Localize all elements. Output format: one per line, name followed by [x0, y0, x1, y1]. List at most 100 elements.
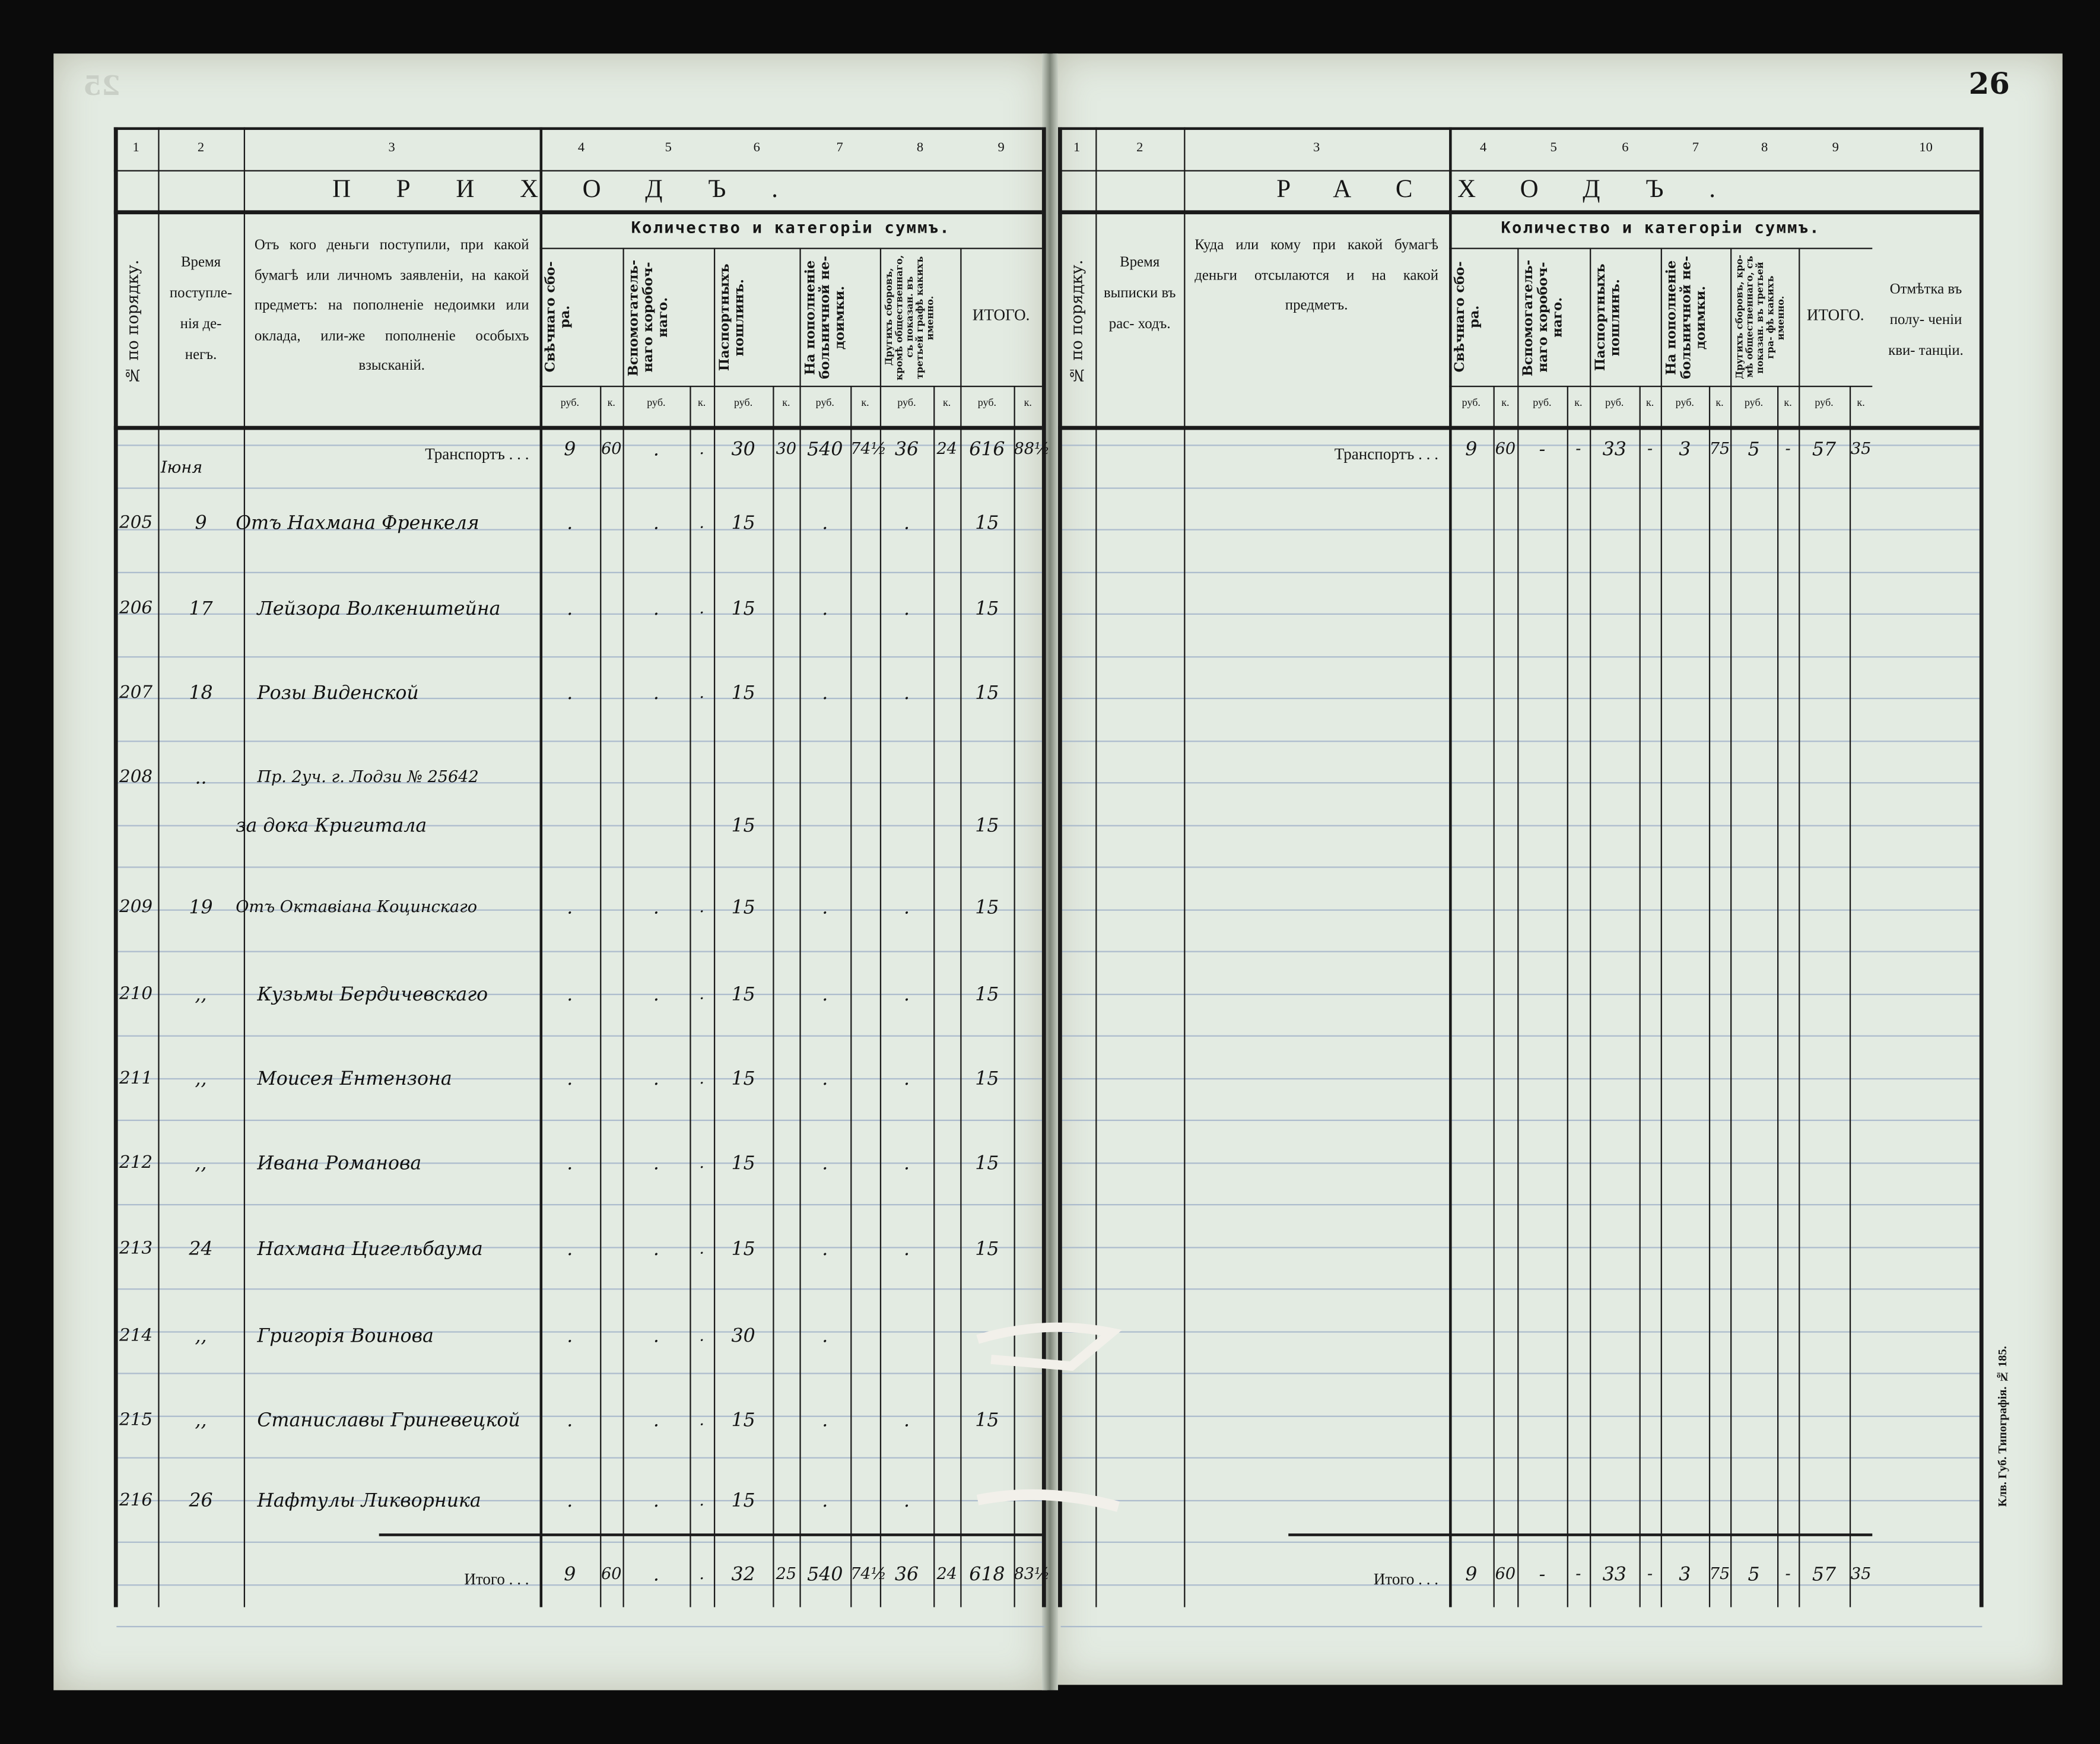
row-divider [1058, 425, 1980, 430]
transport-value-kop: - [1575, 439, 1581, 458]
total-value-kop: . [699, 1564, 704, 1583]
unit-kop: к. [943, 396, 951, 409]
column-number: 9 [1832, 140, 1839, 155]
total-value-rub: - [1539, 1564, 1546, 1586]
month-label: Іюня [160, 458, 203, 477]
header-category: Паспортныхъ пошлинъ. [717, 263, 748, 371]
entry-name: Розы Виденской [257, 683, 419, 705]
header-category: На пополненіе больничной не- доимки. [1664, 256, 1709, 379]
unit-kop: к. [1024, 396, 1032, 409]
unit-kop: к. [1501, 396, 1510, 409]
ruled-line [116, 1457, 1045, 1459]
entry-value-rub: 15 [975, 897, 999, 919]
ruled-line [116, 951, 1045, 952]
transport-value-rub: 3 [1679, 439, 1691, 461]
entry-value-rub: . [567, 598, 573, 620]
column-divider [1799, 247, 1800, 1608]
column-divider [1095, 127, 1097, 1608]
column-divider [243, 127, 246, 1608]
unit-rub: руб. [647, 396, 666, 409]
column-divider [1777, 386, 1779, 1608]
ruled-line [1060, 1161, 1983, 1164]
transport-value-rub: . [653, 439, 659, 461]
transport-value-rub: 9 [564, 439, 576, 461]
entry-value-rub: . [822, 1326, 828, 1348]
row-divider [1058, 170, 1980, 171]
entry-value-kop: . [699, 984, 704, 1003]
entry-value-rub: . [567, 1410, 573, 1432]
transport-value-kop: 74½ [850, 439, 887, 458]
column-divider [960, 247, 962, 1608]
unit-kop: к. [1784, 396, 1792, 409]
entry-value-rub: 15 [731, 1153, 755, 1175]
ruled-line [116, 1288, 1045, 1290]
ruled-line [116, 487, 1045, 488]
entry-date: 26 [189, 1491, 213, 1513]
header-category: Другихъ сборовъ, кромѣ общественнаго, съ… [882, 255, 936, 380]
entry-value-rub: . [567, 1326, 573, 1348]
entry-value-rub: 15 [731, 683, 755, 705]
column-divider [600, 386, 602, 1608]
entry-value-kop: . [699, 1238, 704, 1258]
column-divider [1639, 386, 1641, 1608]
total-label: Итого . . . [1373, 1570, 1439, 1589]
row-divider [113, 127, 1042, 130]
left-page [53, 53, 1047, 1691]
entry-value-rub: . [903, 1410, 910, 1432]
entry-value-rub: 15 [731, 1491, 755, 1513]
entry-number: 209 [119, 897, 153, 918]
entry-number: 213 [119, 1238, 153, 1259]
entry-value-rub: . [567, 1153, 573, 1175]
transport-value-rub: 540 [807, 439, 843, 461]
column-number: 2 [197, 140, 205, 155]
ruled-line [116, 1583, 1045, 1586]
column-divider [879, 247, 882, 1608]
ruled-line [1060, 1288, 1983, 1290]
ruled-line [1060, 1457, 1983, 1459]
unit-rub: руб. [897, 396, 916, 409]
total-value-kop: - [1785, 1564, 1791, 1583]
header-time: Время поступле- нія де- негъ. [169, 254, 233, 364]
entry-number: 205 [119, 513, 153, 533]
ruled-line [1060, 1077, 1983, 1079]
entry-value-rub: . [822, 1069, 828, 1091]
transport-value-kop: - [1647, 439, 1653, 458]
ruled-line [1060, 1415, 1983, 1416]
total-value-rub: 540 [807, 1564, 843, 1586]
column-divider [713, 247, 716, 1608]
ruled-line [116, 1373, 1045, 1374]
total-value-rub: 5 [1748, 1564, 1760, 1586]
header-category: Другихъ сборовъ, кро- мѣ общественнаго, … [1733, 255, 1787, 380]
row-divider [1058, 210, 1980, 215]
unit-kop: к. [607, 396, 615, 409]
transport-value-rub: 57 [1812, 439, 1837, 461]
unit-rub: руб. [1533, 396, 1552, 409]
unit-kop: к. [1857, 396, 1865, 409]
column-number: 8 [1761, 140, 1768, 155]
column-divider [1660, 247, 1662, 1608]
entry-date: .. [195, 767, 207, 789]
entry-value-rub: . [567, 1238, 573, 1260]
ruled-line [116, 1204, 1045, 1206]
entry-value-rub: . [903, 1069, 910, 1091]
entry-value-rub: 15 [975, 598, 999, 620]
entry-number: 211 [119, 1069, 153, 1089]
total-value-rub: 9 [1465, 1564, 1478, 1586]
transport-value-rub: 33 [1602, 439, 1626, 461]
entry-number: 214 [119, 1326, 153, 1346]
entry-value-rub: . [653, 984, 659, 1006]
column-divider [1058, 127, 1062, 1608]
header-description: Отъ кого деньги поступили, при какой бум… [254, 237, 529, 374]
entry-name: Станиславы Гриневецкой [257, 1410, 520, 1432]
transport-value-rub: - [1539, 439, 1546, 461]
unit-kop: к. [1574, 396, 1583, 409]
ruled-line [1060, 866, 1983, 868]
row-divider [539, 386, 1042, 387]
total-value-kop: - [1575, 1564, 1581, 1583]
entry-value-rub: . [903, 513, 910, 535]
total-value-kop: 75 [1709, 1564, 1730, 1583]
ruled-line [116, 866, 1045, 868]
ruled-line [116, 782, 1045, 784]
entry-date: 9 [195, 513, 207, 535]
column-divider [799, 247, 801, 1608]
